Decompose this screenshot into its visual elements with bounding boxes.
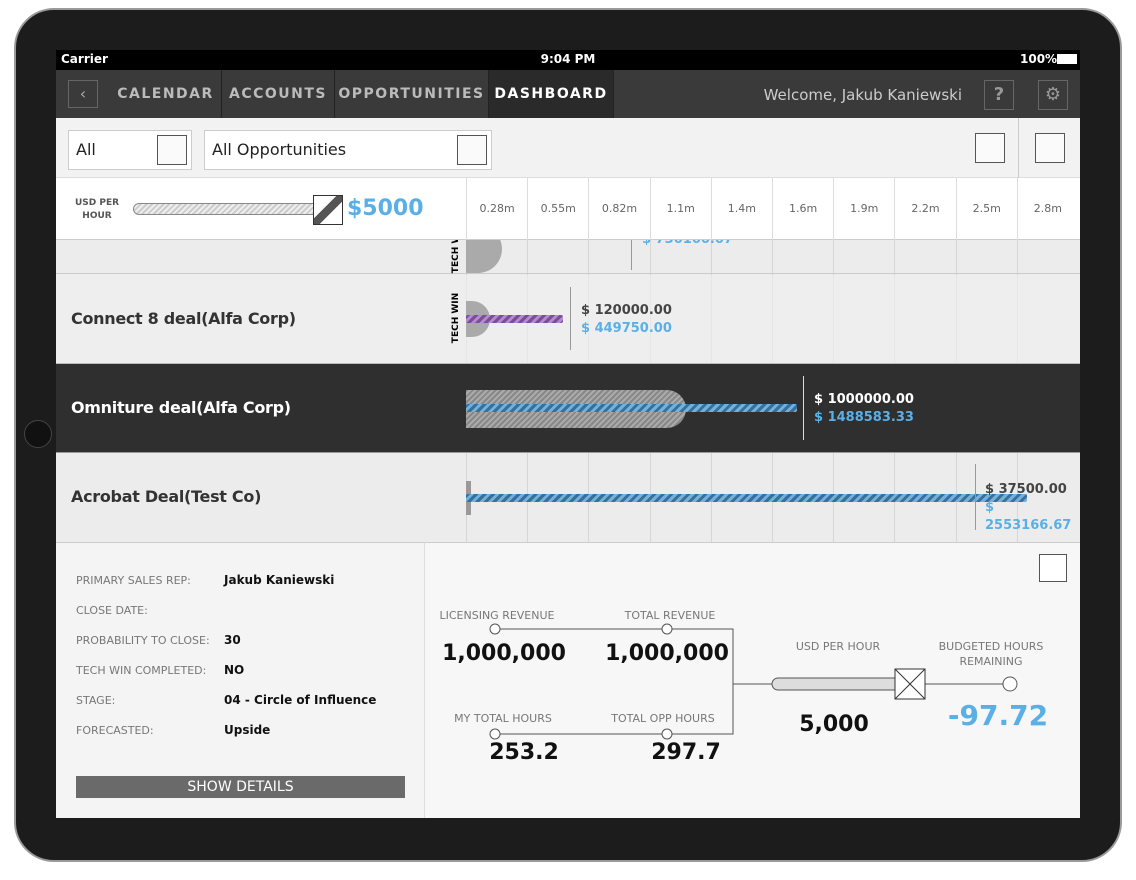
label: REMAINING: [959, 655, 1023, 668]
marker: [631, 240, 632, 270]
row[interactable]: Acrobat Deal(Test Co) $ 37500.00 $ 25531…: [56, 452, 1080, 542]
field-value: NO: [224, 663, 245, 677]
field-label: TECH WIN COMPLETED:: [76, 664, 207, 677]
show-details-button[interactable]: SHOW DETAILS: [76, 776, 405, 798]
summary-panel: [425, 542, 1080, 818]
tag: TECH WIN: [451, 292, 461, 344]
node: [661, 728, 673, 740]
tab[interactable]: CALENDAR: [110, 70, 222, 118]
cap: [466, 240, 502, 273]
scale-label: 0.28m: [466, 178, 527, 240]
field-label: FORECASTED:: [76, 724, 154, 737]
rate-value: $5000: [347, 196, 424, 221]
field-value: 30: [224, 633, 241, 647]
scale-label: 1.9m: [833, 178, 894, 240]
battery-icon: [1057, 54, 1077, 64]
amount: $ 736166.67: [642, 240, 733, 249]
scale-label: 2.2m: [894, 178, 955, 240]
battery: 100%: [1020, 52, 1058, 66]
field-label: PRIMARY SALES REP:: [76, 574, 191, 587]
value: 1,000,000: [605, 641, 729, 666]
row-selected[interactable]: Omniture deal(Alfa Corp) $ 1000000.00 $ …: [56, 364, 1080, 452]
deal-name: Omniture deal(Alfa Corp): [71, 398, 291, 417]
node: [1002, 676, 1018, 692]
scale-label: 2.8m: [1016, 178, 1078, 240]
scale-label: 0.55m: [527, 178, 588, 240]
rows: TECH WIN $ 736166.67 Connect 8 deal(Alfa…: [56, 240, 1080, 542]
field-label: CLOSE DATE:: [76, 604, 148, 617]
marker: [570, 287, 571, 350]
help-button[interactable]: ?: [984, 80, 1014, 110]
details-panel: [56, 542, 425, 818]
owner-select[interactable]: All: [68, 130, 192, 170]
slider-handle[interactable]: [313, 195, 343, 225]
field-value: Upside: [224, 723, 271, 737]
dropdown-arrow: [457, 135, 487, 165]
field-label: STAGE:: [76, 694, 116, 707]
connectors: [489, 623, 1018, 740]
label: LICENSING REVENUE: [439, 609, 555, 622]
value: 297.7: [651, 740, 721, 765]
marker: [803, 376, 804, 440]
amount: $ 37500.00: [985, 482, 1067, 497]
bar: [466, 315, 563, 323]
scale-label: 1.6m: [772, 178, 833, 240]
amount: $ 120000.00: [581, 303, 672, 318]
marker: [975, 464, 976, 530]
opportunity-select[interactable]: All Opportunities: [204, 130, 492, 170]
scale-label: 0.82m: [588, 178, 649, 240]
tag: TECH WIN: [451, 240, 461, 274]
tab[interactable]: ACCOUNTS: [222, 70, 335, 118]
scale-label: 2.5m: [955, 178, 1017, 240]
scale-label: 1.1m: [649, 178, 711, 240]
total: $ 2553166.67: [985, 500, 1072, 533]
field-value: Jakub Kaniewski: [224, 573, 335, 587]
welcome: Welcome, Jakub Kaniewski: [763, 86, 962, 104]
field-label: PROBABILITY TO CLOSE:: [76, 634, 210, 647]
rate-slider[interactable]: [133, 203, 343, 215]
scale-label: 1.4m: [710, 178, 772, 240]
value: -97.72: [947, 699, 1049, 732]
bar: [466, 494, 1027, 502]
amount: $ 1000000.00: [814, 392, 914, 407]
carrier: Carrier: [61, 52, 108, 66]
collapse-button[interactable]: [1039, 554, 1067, 582]
total: $ 449750.00: [581, 321, 672, 336]
deal-name: Acrobat Deal(Test Co): [71, 487, 262, 506]
connector: [495, 628, 1010, 735]
back-button[interactable]: ‹: [68, 80, 98, 108]
dropdown-arrow: [157, 135, 187, 165]
divider: [1018, 118, 1019, 178]
tab[interactable]: OPPORTUNITIES: [335, 70, 489, 118]
bar: [466, 404, 797, 412]
label: TOTAL REVENUE: [624, 609, 716, 622]
row[interactable]: Connect 8 deal(Alfa Corp) TECH WIN $ 120…: [56, 275, 1080, 364]
lines: [489, 623, 1018, 740]
value: 5,000: [799, 712, 869, 737]
row: TECH WIN $ 736166.67: [56, 240, 1080, 274]
opportunities: All Opportunities: [212, 140, 347, 159]
rate-label: USD PER HOUR: [74, 198, 120, 221]
view-list[interactable]: [975, 133, 1005, 163]
deal-name: Connect 8 deal(Alfa Corp): [71, 309, 296, 328]
view-detail[interactable]: [1035, 133, 1065, 163]
handle-mark: [894, 668, 926, 700]
node: [661, 623, 673, 635]
node: [489, 623, 501, 635]
tab-active[interactable]: DASHBOARD: [489, 70, 614, 118]
settings-button[interactable]: ⚙: [1038, 80, 1068, 110]
field-value: 04 - Circle of Influence: [224, 693, 377, 707]
total: $ 1488583.33: [814, 410, 914, 425]
value: 253.2: [489, 740, 559, 765]
clock: 9:04 PM: [540, 52, 596, 66]
label: BUDGETED HOURS: [938, 640, 1044, 653]
label: MY TOTAL HOURS: [454, 712, 552, 725]
value: 1,000,000: [442, 641, 566, 666]
node: [489, 728, 501, 740]
owner: All: [76, 140, 96, 159]
label: USD PER HOUR: [795, 640, 881, 653]
home-button[interactable]: [24, 420, 52, 448]
label: TOTAL OPP HOURS: [611, 712, 715, 725]
